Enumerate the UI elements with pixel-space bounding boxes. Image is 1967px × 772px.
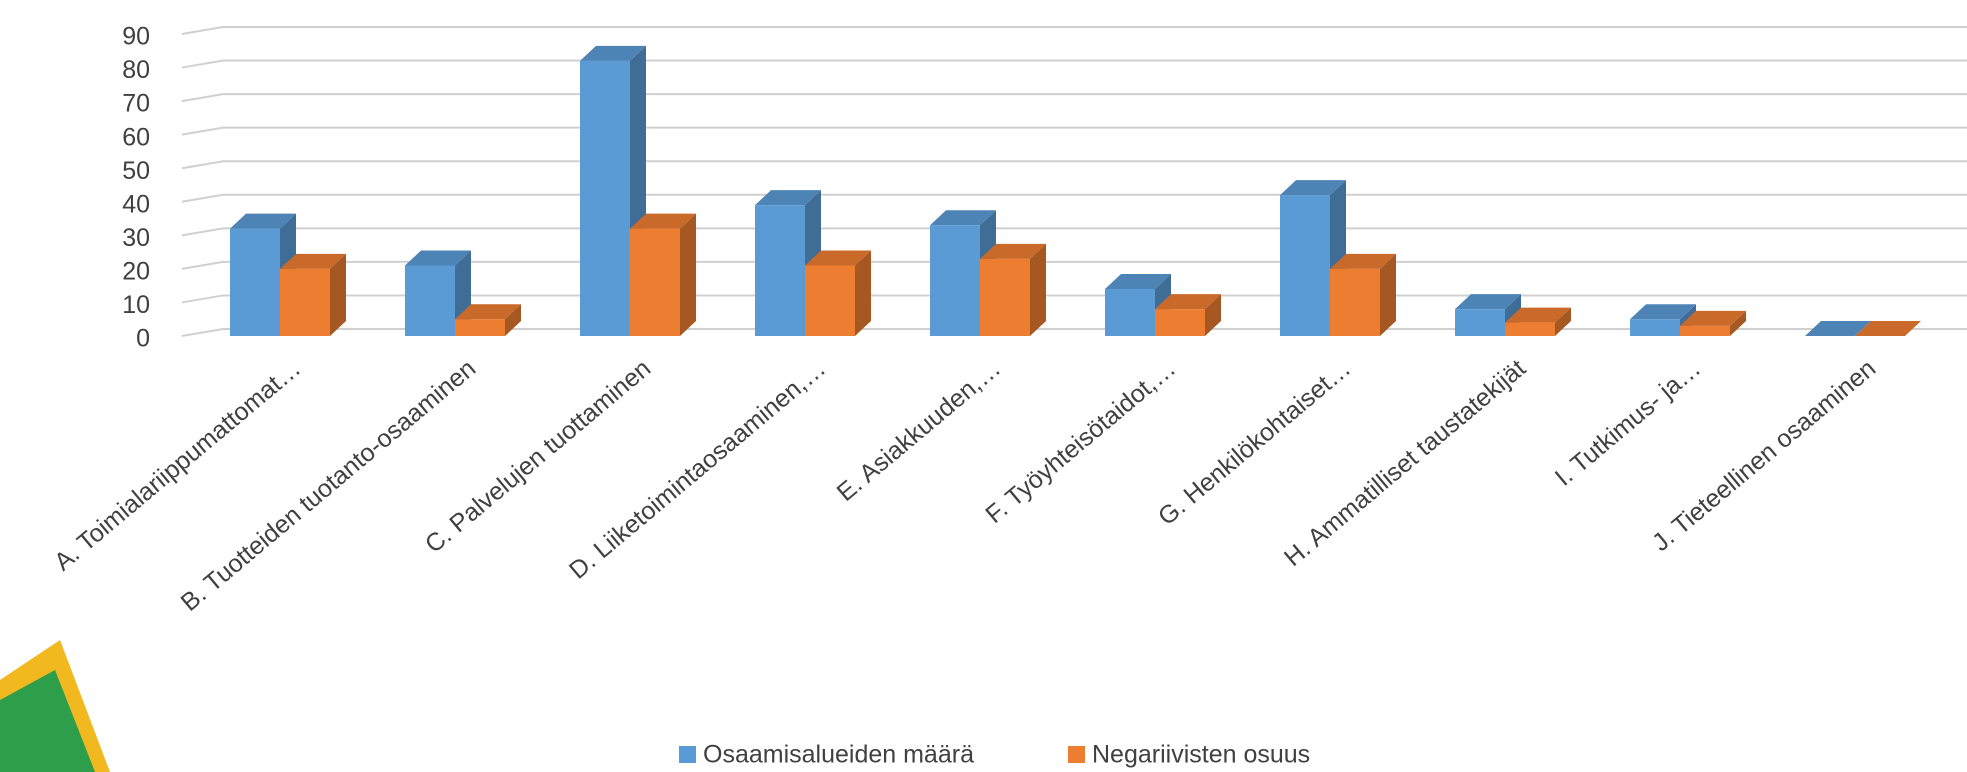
y-tick-label: 80 [122, 56, 150, 84]
bar-face [1730, 310, 1746, 336]
bar-face [805, 265, 855, 336]
bar [230, 213, 296, 336]
bar-face [455, 319, 505, 336]
bar-face [405, 265, 455, 336]
bar [1630, 304, 1696, 336]
x-tick-label: F. Työyhteisötaidot,… [980, 354, 1181, 529]
bar-face [1455, 309, 1505, 336]
grid-line [181, 193, 1967, 203]
bar [1155, 294, 1221, 336]
bar-face [1280, 180, 1346, 196]
x-tick-label: B. Tuotteiden tuotanto-osaaminen [176, 354, 481, 617]
bar [1680, 310, 1746, 336]
bar-face [1105, 289, 1155, 336]
bar-face [630, 228, 680, 336]
bar-face [930, 210, 996, 226]
bar-face [1205, 294, 1221, 336]
bar-face [1380, 253, 1396, 336]
bar-face [930, 225, 980, 336]
grid-line [181, 26, 1967, 35]
legend-label: Osaamisalueiden määrä [703, 741, 974, 769]
bar-face [505, 304, 521, 336]
bar-face [1805, 321, 1871, 336]
bar-face [1555, 307, 1571, 336]
bar-face [1680, 325, 1730, 336]
bar-face [280, 253, 346, 269]
bar [1330, 253, 1396, 336]
y-tick-label: 70 [122, 90, 150, 118]
legend-label: Negariivisten osuus [1092, 741, 1310, 769]
bar [1505, 307, 1571, 336]
grid-line [181, 93, 1967, 103]
bar-face [1330, 253, 1396, 269]
bar [580, 45, 646, 336]
bar-face [630, 213, 696, 229]
bar-face [330, 253, 346, 336]
bar [280, 253, 346, 336]
bar-face [1630, 304, 1696, 320]
bar-face [1630, 319, 1680, 336]
y-tick-label: 50 [122, 157, 150, 185]
y-tick-label: 40 [122, 190, 150, 218]
bar-face [230, 228, 280, 336]
x-tick-label: E. Asiakkuuden,… [832, 354, 1006, 507]
y-tick-label: 10 [122, 291, 150, 319]
grid-line [181, 126, 1967, 136]
bar-face [1280, 195, 1330, 336]
legend-swatch [679, 746, 696, 763]
bar [405, 250, 471, 336]
bar-face [1155, 309, 1205, 336]
bar-face [805, 250, 871, 266]
y-tick-label: 60 [122, 123, 150, 151]
y-tick-label: 30 [122, 224, 150, 252]
bar-face [405, 250, 471, 266]
y-tick-label: 0 [136, 325, 150, 353]
bar [455, 304, 521, 336]
bar-face [455, 304, 521, 320]
decoration [0, 670, 95, 772]
bar [630, 213, 696, 336]
bar-face [1680, 310, 1746, 326]
grid-line [181, 227, 1967, 237]
bar-face [280, 268, 330, 336]
x-tick-label: G. Henkilökohtaiset… [1153, 354, 1356, 531]
bar-face [980, 243, 1046, 259]
bar-face [230, 213, 296, 229]
bar-face [1455, 294, 1521, 310]
grid-line [181, 160, 1967, 170]
bar [1805, 321, 1871, 336]
bar-face [1505, 307, 1571, 323]
bar-face [755, 205, 805, 336]
bar-face [1505, 322, 1555, 336]
bar-face [680, 213, 696, 336]
y-tick-label: 20 [122, 257, 150, 285]
bar-face [980, 258, 1030, 336]
bar [805, 250, 871, 336]
bar-face [580, 45, 646, 61]
bar-face [855, 250, 871, 336]
bar-face [1105, 274, 1171, 290]
bar-face [1155, 294, 1221, 310]
bar-face [1855, 321, 1921, 336]
bar-face [1330, 268, 1380, 336]
bar-face [1030, 243, 1046, 336]
bar [1855, 321, 1921, 336]
x-tick-label: I. Tutkimus- ja… [1550, 354, 1706, 492]
legend-swatch [1068, 746, 1085, 763]
bar-face [580, 60, 630, 336]
bar [980, 243, 1046, 336]
grid-line [181, 59, 1967, 69]
bar-face [755, 190, 821, 206]
y-tick-label: 90 [122, 23, 150, 51]
